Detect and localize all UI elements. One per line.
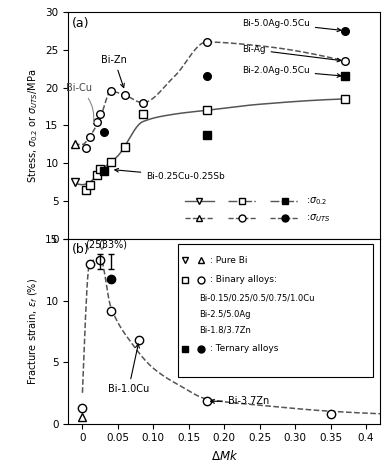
Text: Bi-Cu: Bi-Cu [66,83,94,123]
Text: :$\sigma_{0.2}$: :$\sigma_{0.2}$ [306,196,327,207]
Text: Bi-2.0Ag-0.5Cu: Bi-2.0Ag-0.5Cu [242,66,341,77]
Text: :$\sigma_{UTS}$: :$\sigma_{UTS}$ [306,212,330,224]
X-axis label: $\it{\Delta}$$\it{Mk}$: $\it{\Delta}$$\it{Mk}$ [211,449,238,463]
Text: Bi-Ag: Bi-Ag [242,45,341,62]
Text: Bi-5.0Ag-0.5Cu: Bi-5.0Ag-0.5Cu [242,19,341,32]
Text: : Ternary alloys: : Ternary alloys [210,344,278,353]
Text: Bi-2.5/5.0Ag: Bi-2.5/5.0Ag [199,310,251,319]
Text: Bi-3.7Zn: Bi-3.7Zn [211,396,269,406]
Text: Bi-0.25Cu-0.25Sb: Bi-0.25Cu-0.25Sb [115,168,225,181]
Text: (a): (a) [72,17,89,30]
Text: (b): (b) [72,243,89,256]
Text: (33%): (33%) [98,239,128,249]
Text: Bi-1.0Cu: Bi-1.0Cu [108,344,149,394]
Text: Bi-0.15/0.25/0.5/0.75/1.0Cu: Bi-0.15/0.25/0.5/0.75/1.0Cu [199,294,315,303]
Text: : Binary alloys:: : Binary alloys: [210,275,277,285]
Y-axis label: Stress, $\sigma_{0.2}$ or $\sigma_{UTS}$/MPa: Stress, $\sigma_{0.2}$ or $\sigma_{UTS}$… [26,68,40,183]
Text: (25): (25) [85,239,105,249]
Text: Bi-1.8/3.7Zn: Bi-1.8/3.7Zn [199,326,251,335]
Text: : Pure Bi: : Pure Bi [210,256,248,265]
Text: Bi-Zn: Bi-Zn [101,55,127,88]
Bar [178,244,373,377]
Y-axis label: Fracture strain, $\varepsilon_f$ (%): Fracture strain, $\varepsilon_f$ (%) [26,278,40,385]
